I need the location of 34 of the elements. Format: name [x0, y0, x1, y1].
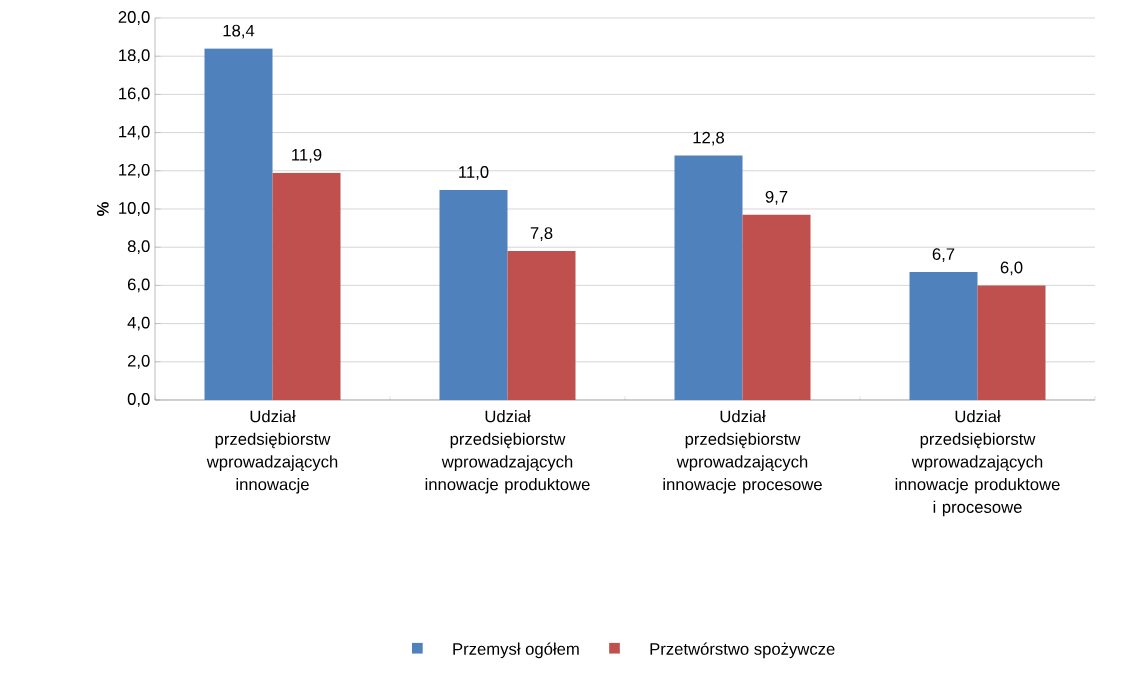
y-tick-label: 6,0 [127, 278, 150, 293]
y-tick-label: 16,0 [119, 87, 150, 102]
y-tick-label: 20,0 [118, 11, 150, 25]
y-tick-label: 18,0 [119, 49, 150, 64]
bar [272, 172, 341, 400]
data-label: 12,8 [693, 131, 725, 146]
y-tick-label: 12,0 [119, 163, 150, 178]
data-label: 9,7 [765, 190, 788, 205]
y-tick-label: 10,0 [119, 202, 150, 216]
data-label: 11,9 [292, 148, 322, 163]
data-label: 6,7 [932, 248, 955, 262]
y-axis-title: % [96, 202, 109, 216]
legend-label: Przetwórstwo spożywcze [650, 642, 835, 659]
y-tick-label: 2,0 [127, 354, 150, 369]
data-label: 7,8 [530, 227, 553, 241]
bar [977, 285, 1046, 400]
legend-label: Przemysł ogółem [453, 642, 579, 659]
x-tick-label: Udział przedsiębiorstw wprowadzających innowacje produktowe [425, 410, 590, 494]
bar [674, 155, 743, 400]
y-tick-label: 0,0 [127, 393, 150, 407]
bar [742, 214, 811, 400]
y-tick-label: 4,0 [127, 316, 150, 331]
x-tick-label: Udział przedsiębiorstw wprowadzających innowacje procesowe [663, 410, 822, 494]
y-tick-label: 8,0 [127, 240, 150, 255]
data-label: 18,4 [223, 24, 255, 39]
x-tick-label: Udział przedsiębiorstw wprowadzających innowacje [206, 410, 338, 494]
y-tick-label: 14,0 [119, 125, 150, 140]
bar [909, 272, 978, 400]
bar [439, 189, 508, 400]
bar [204, 48, 273, 400]
data-label: 11,0 [459, 166, 489, 180]
data-label: 6,0 [1000, 261, 1023, 276]
x-tick-label: Udział przedsiębiorstw wprowadzających innowacje produktowe i procesowe [895, 410, 1060, 517]
bar [507, 251, 576, 400]
